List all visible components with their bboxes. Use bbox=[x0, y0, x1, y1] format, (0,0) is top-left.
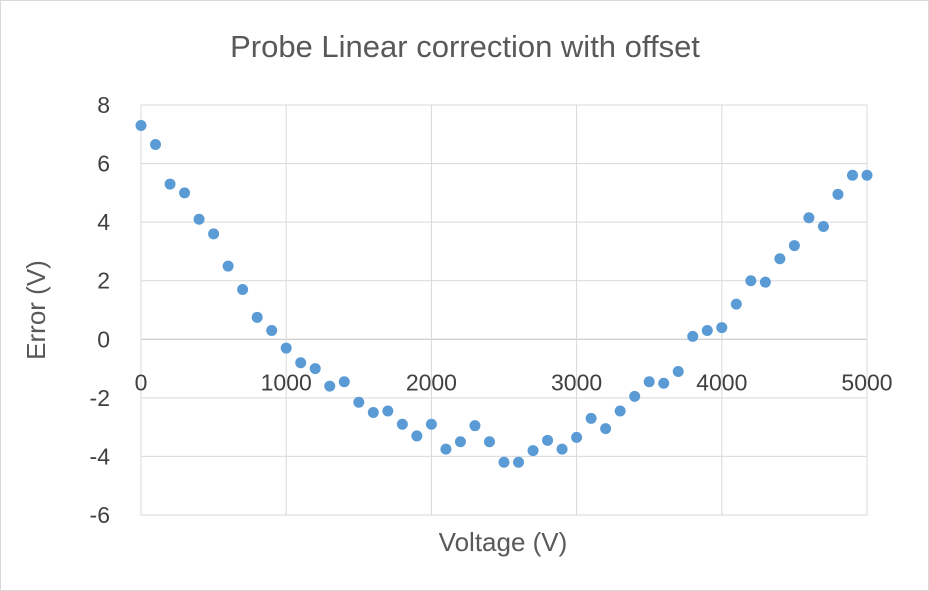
data-point bbox=[440, 443, 452, 455]
data-point bbox=[658, 377, 670, 389]
y-axis-title: Error (V) bbox=[21, 260, 51, 360]
x-tick-label: 4000 bbox=[696, 369, 747, 395]
data-point bbox=[803, 212, 815, 224]
data-point bbox=[774, 253, 786, 265]
data-point bbox=[425, 418, 437, 430]
data-point bbox=[454, 436, 466, 448]
data-point bbox=[150, 139, 162, 151]
x-tick-label: 5000 bbox=[841, 369, 892, 395]
data-point bbox=[571, 431, 583, 443]
data-point bbox=[396, 418, 408, 430]
chart-title: Probe Linear correction with offset bbox=[230, 29, 700, 64]
x-tick-label: 3000 bbox=[551, 369, 602, 395]
data-point bbox=[338, 376, 350, 388]
data-point bbox=[745, 275, 757, 287]
data-point bbox=[600, 423, 612, 435]
data-point bbox=[817, 221, 829, 233]
data-point bbox=[295, 357, 307, 369]
data-point bbox=[730, 298, 742, 310]
data-point bbox=[353, 396, 365, 408]
data-point bbox=[469, 420, 481, 432]
data-point bbox=[846, 169, 858, 181]
data-point bbox=[324, 380, 336, 392]
y-tick-label: 4 bbox=[97, 209, 110, 235]
data-point bbox=[164, 178, 176, 190]
data-point bbox=[135, 120, 147, 131]
data-point bbox=[251, 311, 263, 323]
data-point bbox=[759, 276, 771, 288]
data-point bbox=[498, 456, 510, 468]
data-points bbox=[135, 120, 873, 468]
data-point bbox=[266, 325, 278, 336]
data-point bbox=[701, 325, 713, 336]
y-tick-label: 2 bbox=[97, 268, 110, 294]
y-tick-label: 0 bbox=[97, 326, 110, 352]
data-point bbox=[382, 405, 394, 417]
y-tick-label: -2 bbox=[90, 385, 110, 411]
data-point bbox=[208, 228, 220, 240]
data-point bbox=[716, 322, 728, 334]
y-tick-label: 8 bbox=[97, 92, 110, 118]
data-point bbox=[629, 390, 641, 402]
data-point bbox=[788, 240, 800, 252]
data-point bbox=[527, 445, 539, 457]
data-point bbox=[861, 169, 873, 181]
data-point bbox=[280, 342, 292, 354]
data-point bbox=[542, 434, 554, 446]
data-point bbox=[411, 430, 423, 442]
data-point bbox=[687, 330, 699, 342]
data-point bbox=[367, 407, 379, 418]
data-point bbox=[193, 213, 205, 225]
x-axis-title: Voltage (V) bbox=[439, 527, 568, 557]
data-point bbox=[585, 412, 597, 424]
data-point bbox=[483, 436, 495, 448]
x-tick-label: 2000 bbox=[406, 369, 457, 395]
data-point bbox=[179, 187, 191, 199]
data-point bbox=[672, 366, 684, 377]
x-tick-label: 1000 bbox=[261, 369, 312, 395]
data-point bbox=[309, 363, 321, 375]
y-tick-label: 6 bbox=[97, 151, 110, 177]
data-point bbox=[643, 376, 655, 388]
data-point bbox=[614, 405, 626, 417]
data-point bbox=[556, 443, 568, 455]
data-point bbox=[222, 260, 234, 272]
tick-labels: -6 -4 -2 0 2 4 6 8 0 1000 2000 3000 4000 5000 bbox=[90, 92, 893, 528]
gridlines bbox=[140, 104, 868, 516]
data-point bbox=[513, 456, 525, 468]
y-tick-label: -4 bbox=[90, 443, 111, 469]
y-tick-label: -6 bbox=[90, 502, 110, 528]
x-tick-label: 0 bbox=[135, 369, 148, 395]
data-point bbox=[237, 284, 249, 295]
data-point bbox=[832, 188, 844, 200]
